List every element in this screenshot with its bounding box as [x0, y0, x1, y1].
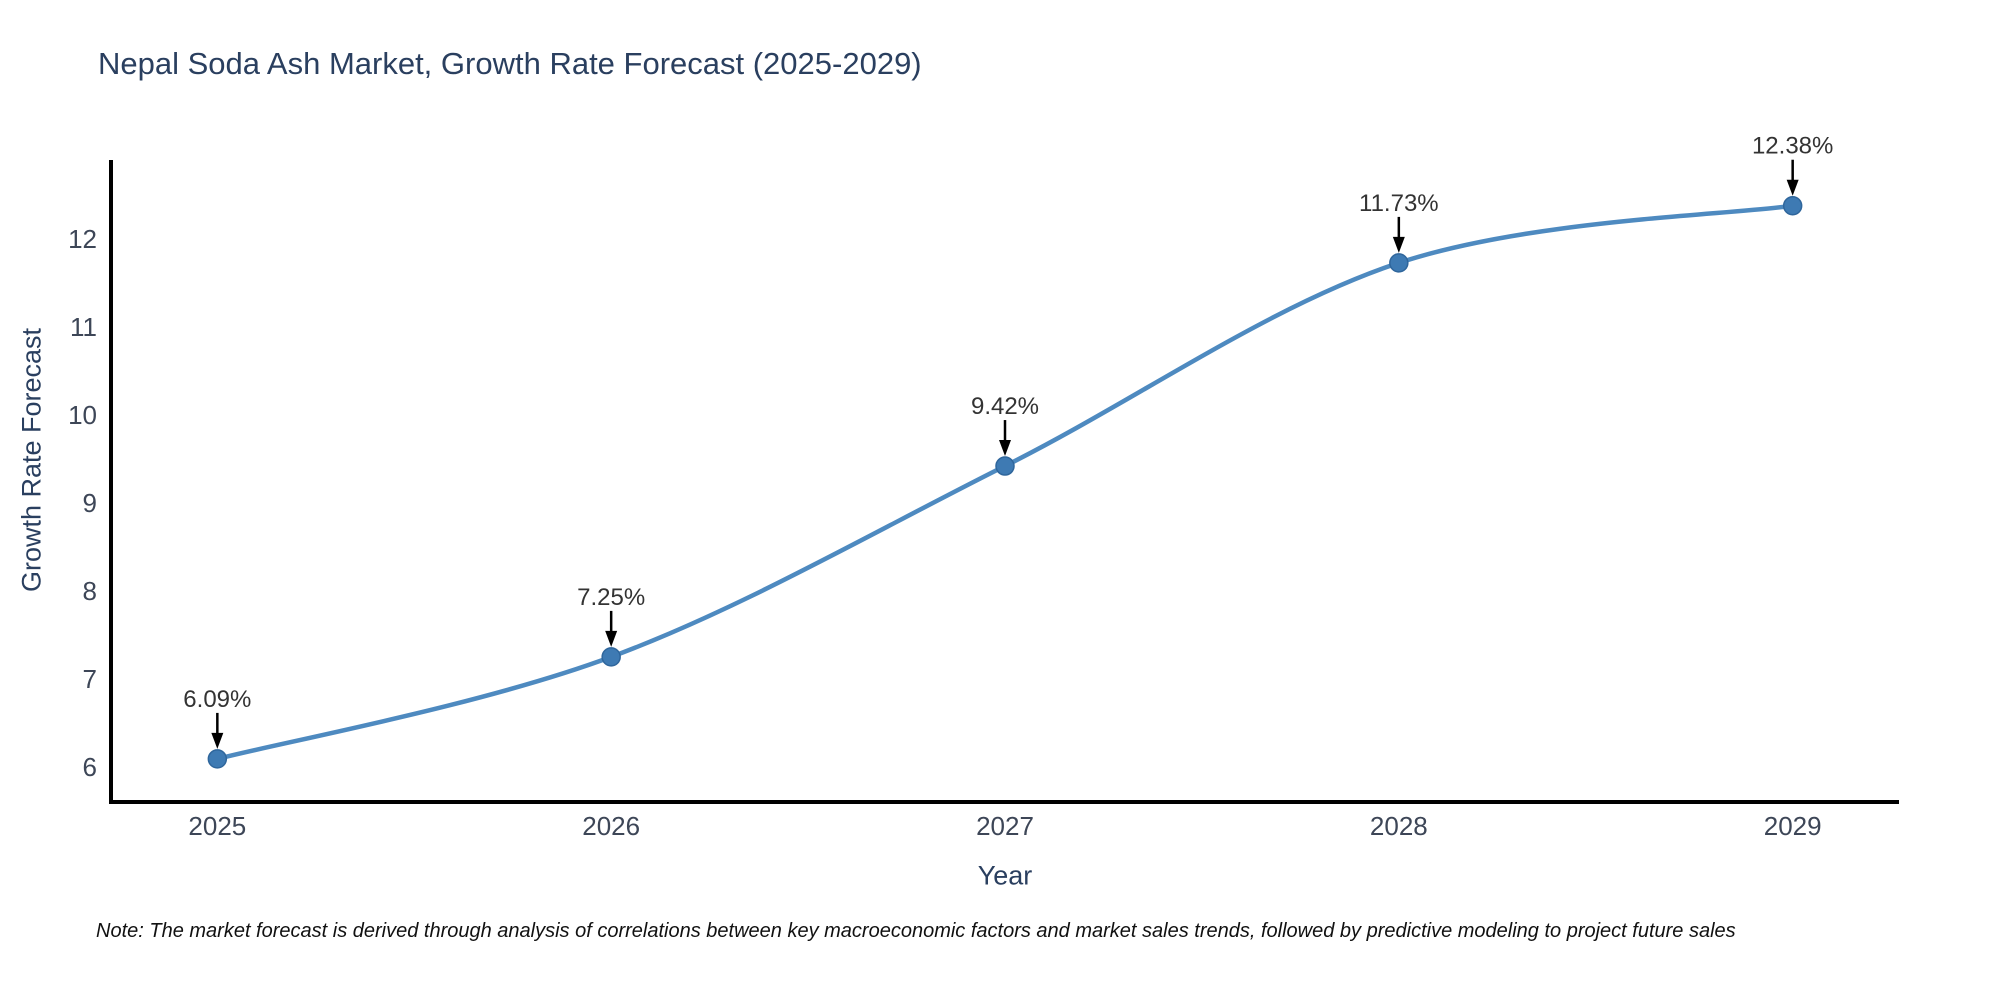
point-value-label: 9.42%: [971, 393, 1039, 420]
point-value-label: 11.73%: [1359, 190, 1439, 217]
annotation-arrow-head: [1392, 236, 1405, 253]
y-tick-label: 6: [83, 752, 97, 782]
x-tick-label: 2027: [976, 811, 1034, 841]
footnote: Note: The market forecast is derived thr…: [96, 920, 1736, 942]
x-tick-label: 2026: [582, 811, 640, 841]
data-point-marker[interactable]: [1389, 253, 1409, 273]
point-value-label: 12.38%: [1752, 133, 1833, 160]
annotation-arrow-head: [211, 732, 224, 749]
y-tick-label: 11: [70, 312, 97, 342]
point-value-label: 7.25%: [577, 584, 645, 611]
x-axis-title: Year: [977, 860, 1033, 891]
point-value-label: 6.09%: [183, 686, 251, 713]
data-point-marker[interactable]: [1782, 195, 1803, 216]
x-tick-label: 2028: [1370, 811, 1428, 841]
annotation-arrow-head: [605, 630, 618, 647]
annotation-arrow-head: [1786, 179, 1799, 196]
data-point-marker[interactable]: [601, 647, 621, 667]
y-tick-label: 7: [83, 664, 97, 694]
data-point-marker[interactable]: [207, 749, 228, 769]
x-tick-label: 2025: [188, 811, 246, 841]
y-axis-title: Growth Rate Forecast: [16, 327, 47, 593]
y-tick-label: 9: [83, 488, 97, 518]
chart-title: Nepal Soda Ash Market, Growth Rate Forec…: [98, 46, 922, 81]
x-tick-label: 2029: [1764, 811, 1822, 841]
series-line: [215, 203, 1795, 762]
annotation-arrow-head: [999, 440, 1011, 457]
y-tick-label: 8: [83, 576, 97, 606]
data-point-marker[interactable]: [995, 456, 1015, 476]
y-tick-label: 12: [68, 224, 97, 254]
y-tick-label: 10: [68, 400, 97, 430]
